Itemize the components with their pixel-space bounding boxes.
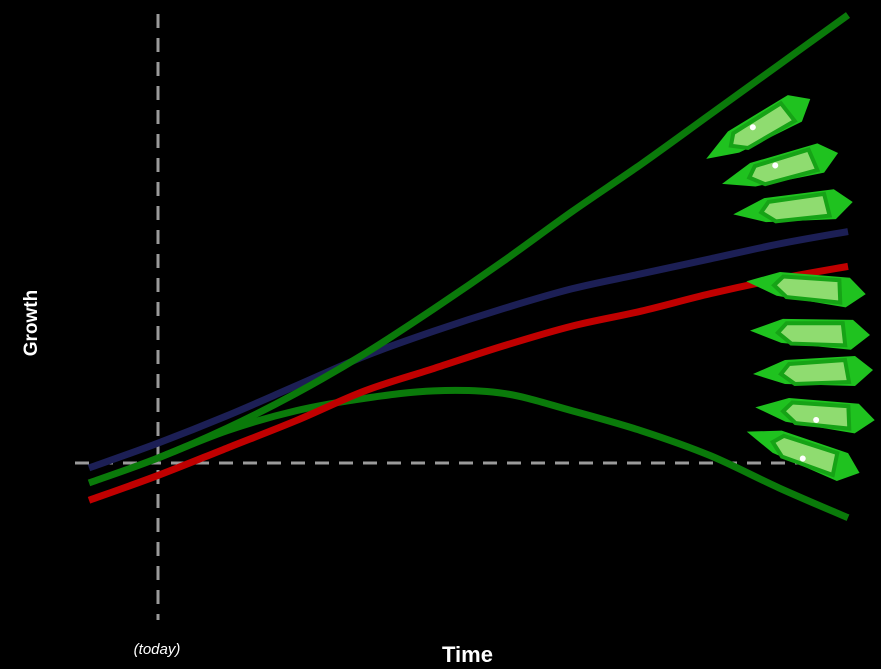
scenario-marker-dot [772,162,779,169]
today-annotation: (today) [133,641,181,658]
series-line-4 [156,386,850,521]
series-line-2 [87,228,849,472]
scenario-marker-icon [753,356,873,387]
scenario-marker-icon [746,430,860,481]
scenario-marker-body [746,147,821,187]
x-axis-label: Time [442,642,493,667]
scenario-marker-dot [799,455,806,462]
series-line-1 [87,12,851,487]
scenario-marker-icon [722,143,839,187]
scenario-marker-icon [706,95,811,159]
scenario-marker-dot [813,416,820,423]
scenario-marker-icon [746,271,866,308]
scenario-marker-body [758,191,833,224]
scenario-marker-body [778,357,852,387]
y-axis-label: Growth [21,289,42,357]
scenario-marker-body [728,100,798,151]
scenario-marker-body [775,321,848,348]
scenario-marker-body [769,433,840,478]
scenario-marker-icon [750,318,870,350]
scenario-marker-dot [749,124,756,131]
series-line-3 [87,262,849,504]
scenario-marker-icon [733,189,853,224]
scenario-marker-icon [755,397,875,434]
scenario-marker-body [771,274,843,305]
scenario-marker-body [780,400,852,431]
